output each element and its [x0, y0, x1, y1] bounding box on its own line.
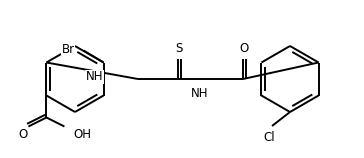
Text: NH: NH	[191, 87, 209, 100]
Text: O: O	[19, 128, 28, 142]
Text: Br: Br	[62, 43, 75, 56]
Text: NH: NH	[86, 70, 103, 83]
Text: OH: OH	[74, 128, 91, 142]
Text: O: O	[240, 42, 249, 55]
Text: Cl: Cl	[263, 131, 275, 144]
Text: S: S	[175, 42, 183, 55]
